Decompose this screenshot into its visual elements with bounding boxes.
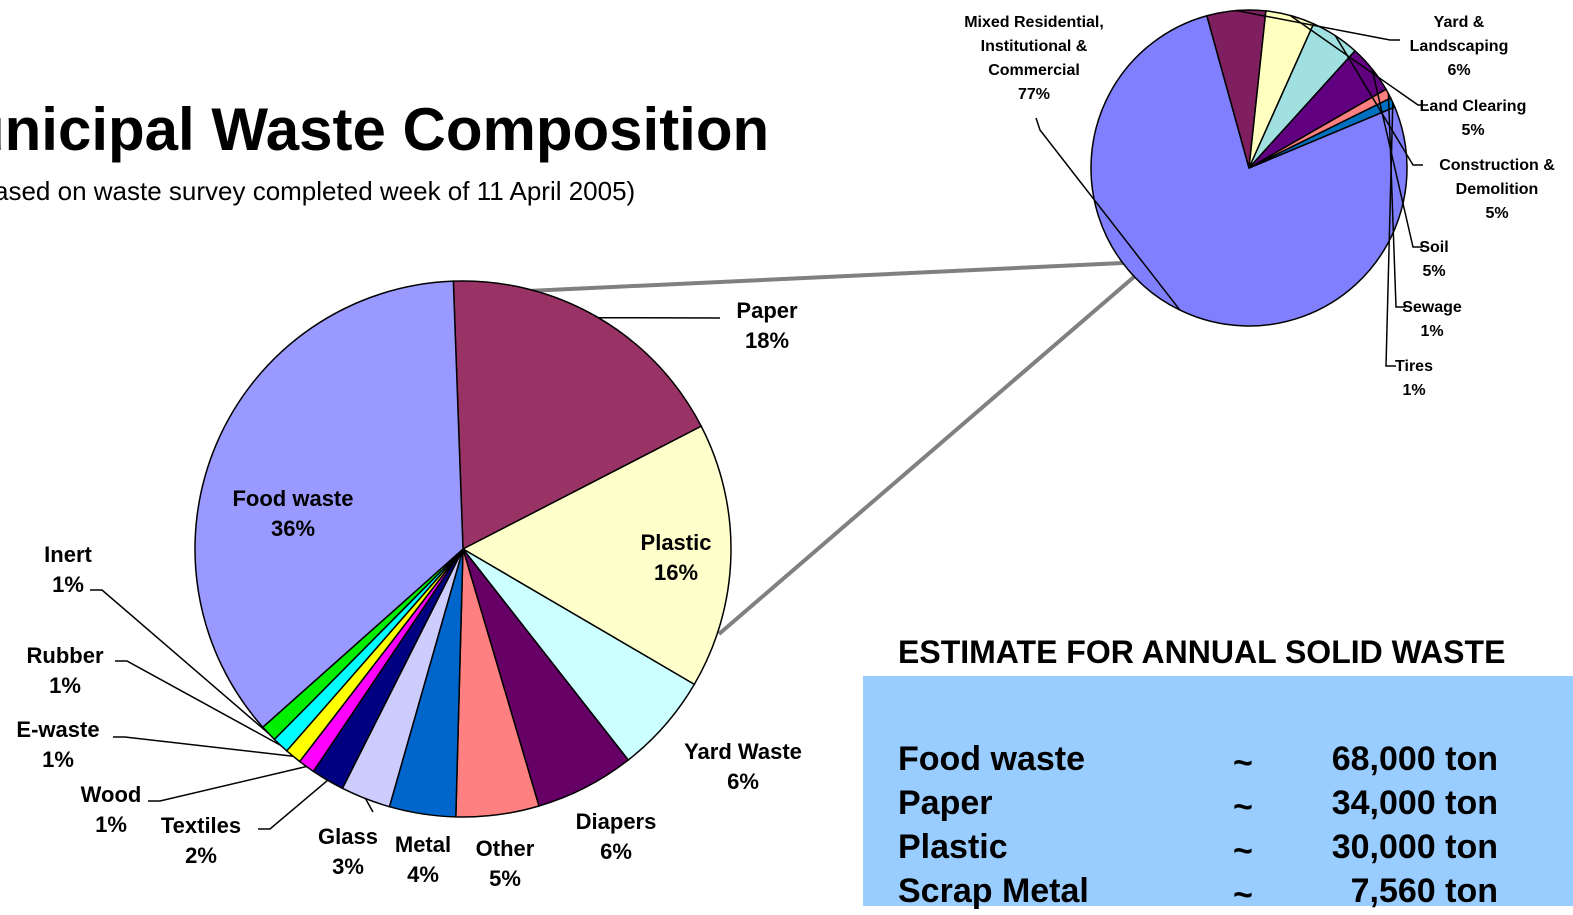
connector-line-bottom: [719, 270, 1142, 634]
estimate-tilde: ~: [1233, 875, 1253, 915]
estimate-row: Paper~34,000 ton: [898, 783, 1573, 823]
mixed-waste-breakout-pie-chart: Mixed Residential,Institutional &Commerc…: [964, 10, 1555, 399]
leader-wood: [148, 767, 306, 801]
estimate-amount: 7,560 ton: [1278, 871, 1498, 911]
estimate-item-name: Scrap Metal: [898, 871, 1089, 911]
estimate-item-name: Plastic: [898, 827, 1008, 867]
estimate-row: Plastic~30,000 ton: [898, 827, 1573, 867]
estimate-row: Food waste~68,000 ton: [898, 739, 1573, 779]
estimate-row: Scrap Metal~7,560 ton: [898, 871, 1573, 911]
estimate-item-name: Food waste: [898, 739, 1085, 779]
leader-textiles: [258, 780, 328, 829]
estimate-amount: 34,000 ton: [1278, 783, 1498, 823]
estimate-amount: 30,000 ton: [1278, 827, 1498, 867]
leader-e-waste: [113, 737, 293, 756]
connector-line-top: [528, 261, 1166, 291]
estimate-item-name: Paper: [898, 783, 993, 823]
estimate-heading: ESTIMATE FOR ANNUAL SOLID WASTE: [898, 636, 1505, 668]
label-mixed-residential-institutional-commercial: Mixed Residential,Institutional &Commerc…: [964, 14, 1104, 103]
estimate-amount: 68,000 ton: [1278, 739, 1498, 779]
estimate-tilde: ~: [1233, 787, 1253, 827]
estimate-tilde: ~: [1233, 831, 1253, 871]
estimate-tilde: ~: [1233, 743, 1253, 783]
